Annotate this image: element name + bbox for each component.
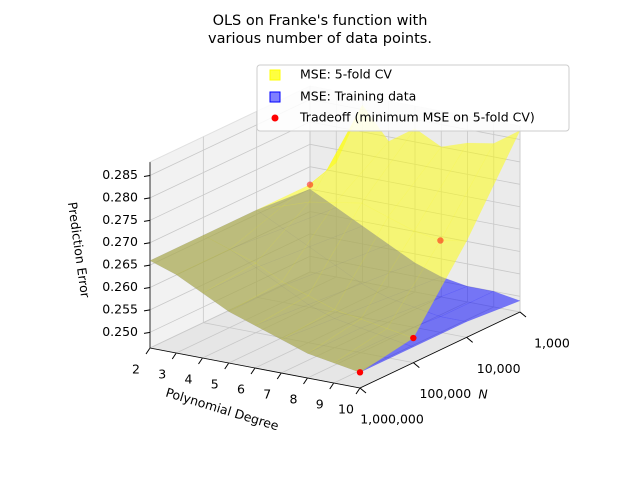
- z-tick: [143, 197, 151, 200]
- tradeoff-point: [356, 369, 364, 376]
- x-tick: [250, 367, 256, 375]
- legend-label: MSE: Training data: [300, 89, 416, 104]
- z-tick: [143, 287, 151, 290]
- z-tick-label: 0.285: [102, 167, 138, 182]
- y-tick-label: 1,000: [534, 336, 570, 351]
- legend-label: Tradeoff (minimum MSE on 5-fold CV): [299, 110, 535, 125]
- z-axis-label: Prediction Error: [65, 201, 93, 300]
- y-tick-label: 10,000: [477, 361, 521, 376]
- x-tick: [303, 377, 308, 385]
- chart-title: OLS on Franke's function with various nu…: [208, 13, 432, 47]
- z-tick-label: 0.260: [102, 279, 138, 294]
- x-tick: [329, 382, 335, 390]
- x-tick-label: 3: [158, 367, 166, 382]
- x-tick: [145, 347, 151, 355]
- tradeoff-point: [410, 334, 417, 342]
- y-tick: [413, 362, 420, 369]
- x-tick-label: 9: [316, 397, 324, 412]
- tradeoff-point: [437, 237, 444, 244]
- y-axis-label: N: [478, 387, 488, 402]
- x-tick-label: 10: [338, 402, 354, 417]
- legend-marker: [269, 91, 281, 103]
- axis-line: [149, 347, 361, 389]
- z-tick: [143, 175, 151, 178]
- z-tick: [143, 264, 151, 267]
- x-tick: [355, 387, 361, 395]
- tradeoff-point: [306, 181, 314, 188]
- z-tick-label: 0.250: [102, 324, 138, 339]
- y-tick-label: 1,000,000: [360, 412, 424, 427]
- x-tick: [198, 357, 203, 365]
- x-tick-label: 4: [185, 372, 193, 387]
- x-tick-label: 7: [263, 387, 271, 402]
- x-tick-label: 8: [290, 392, 298, 407]
- y-tick: [519, 311, 527, 318]
- y-tick: [466, 336, 473, 343]
- legend-label: MSE: 5-fold CV: [300, 67, 392, 82]
- x-tick-label: 5: [211, 377, 219, 392]
- x-tick: [224, 362, 230, 370]
- x-tick-label: 6: [237, 382, 245, 397]
- legend-marker: [269, 69, 281, 81]
- z-tick: [143, 309, 151, 312]
- axis-line: [359, 311, 521, 389]
- y-tick: [359, 387, 367, 394]
- z-tick-label: 0.270: [102, 234, 138, 249]
- z-tick-label: 0.275: [102, 212, 138, 227]
- legend-box: [256, 64, 570, 132]
- y-tick-label: 100,000: [419, 386, 471, 401]
- x-tick: [171, 352, 177, 360]
- z-tick-label: 0.255: [102, 301, 138, 316]
- x-tick: [276, 372, 282, 380]
- z-tick: [143, 242, 151, 245]
- x-tick-label: 2: [132, 362, 140, 377]
- z-tick-label: 0.265: [102, 257, 138, 272]
- z-tick: [143, 331, 151, 334]
- legend-marker: [271, 114, 279, 122]
- z-tick: [143, 219, 151, 222]
- legend: MSE: 5-fold CV MSE: Training data Tradeoff…: [256, 64, 570, 132]
- z-tick-label: 0.280: [102, 189, 138, 204]
